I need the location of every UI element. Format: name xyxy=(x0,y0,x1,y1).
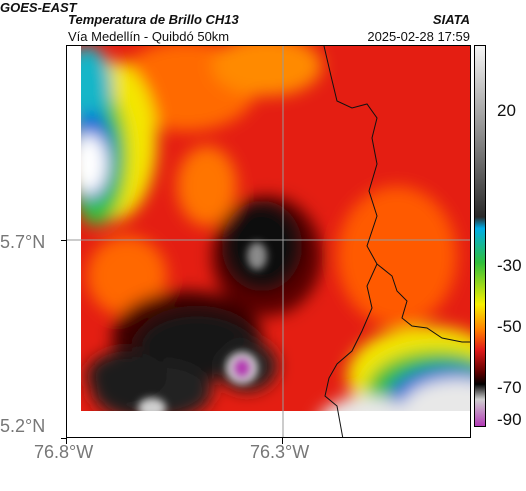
colorbar-tick: 20 xyxy=(497,101,516,120)
satellite-image xyxy=(67,46,470,437)
agency-title: GOES-EAST xyxy=(0,0,77,15)
location-subtitle: Vía Medellín - Quibdó 50km xyxy=(68,29,230,44)
colorbar-tick: -30 xyxy=(497,256,522,275)
lat-tick: 5.2°N xyxy=(0,416,46,436)
lat-tick: 5.7°N xyxy=(0,232,46,252)
border-line xyxy=(323,46,470,343)
colorbar-tick: -70 xyxy=(497,378,522,397)
colorbar xyxy=(474,45,486,427)
lat-tickmark xyxy=(61,240,67,241)
product-title: Temperatura de Brillo CH13 xyxy=(68,12,239,27)
datetime-label: 2025-02-28 17:59 xyxy=(367,29,470,44)
brightness-temperature-map xyxy=(66,45,471,438)
colorbar-tick: -50 xyxy=(497,317,522,336)
lat-tickmark xyxy=(61,438,67,439)
border-line xyxy=(324,263,378,437)
org-label: SIATA xyxy=(432,12,470,27)
lon-tick: 76.3°W xyxy=(250,442,310,462)
colorbar-tick: -90 xyxy=(497,410,522,429)
lon-tickmark xyxy=(66,438,67,444)
lon-tickmark xyxy=(282,438,283,444)
lon-tick: 76.8°W xyxy=(34,442,94,462)
